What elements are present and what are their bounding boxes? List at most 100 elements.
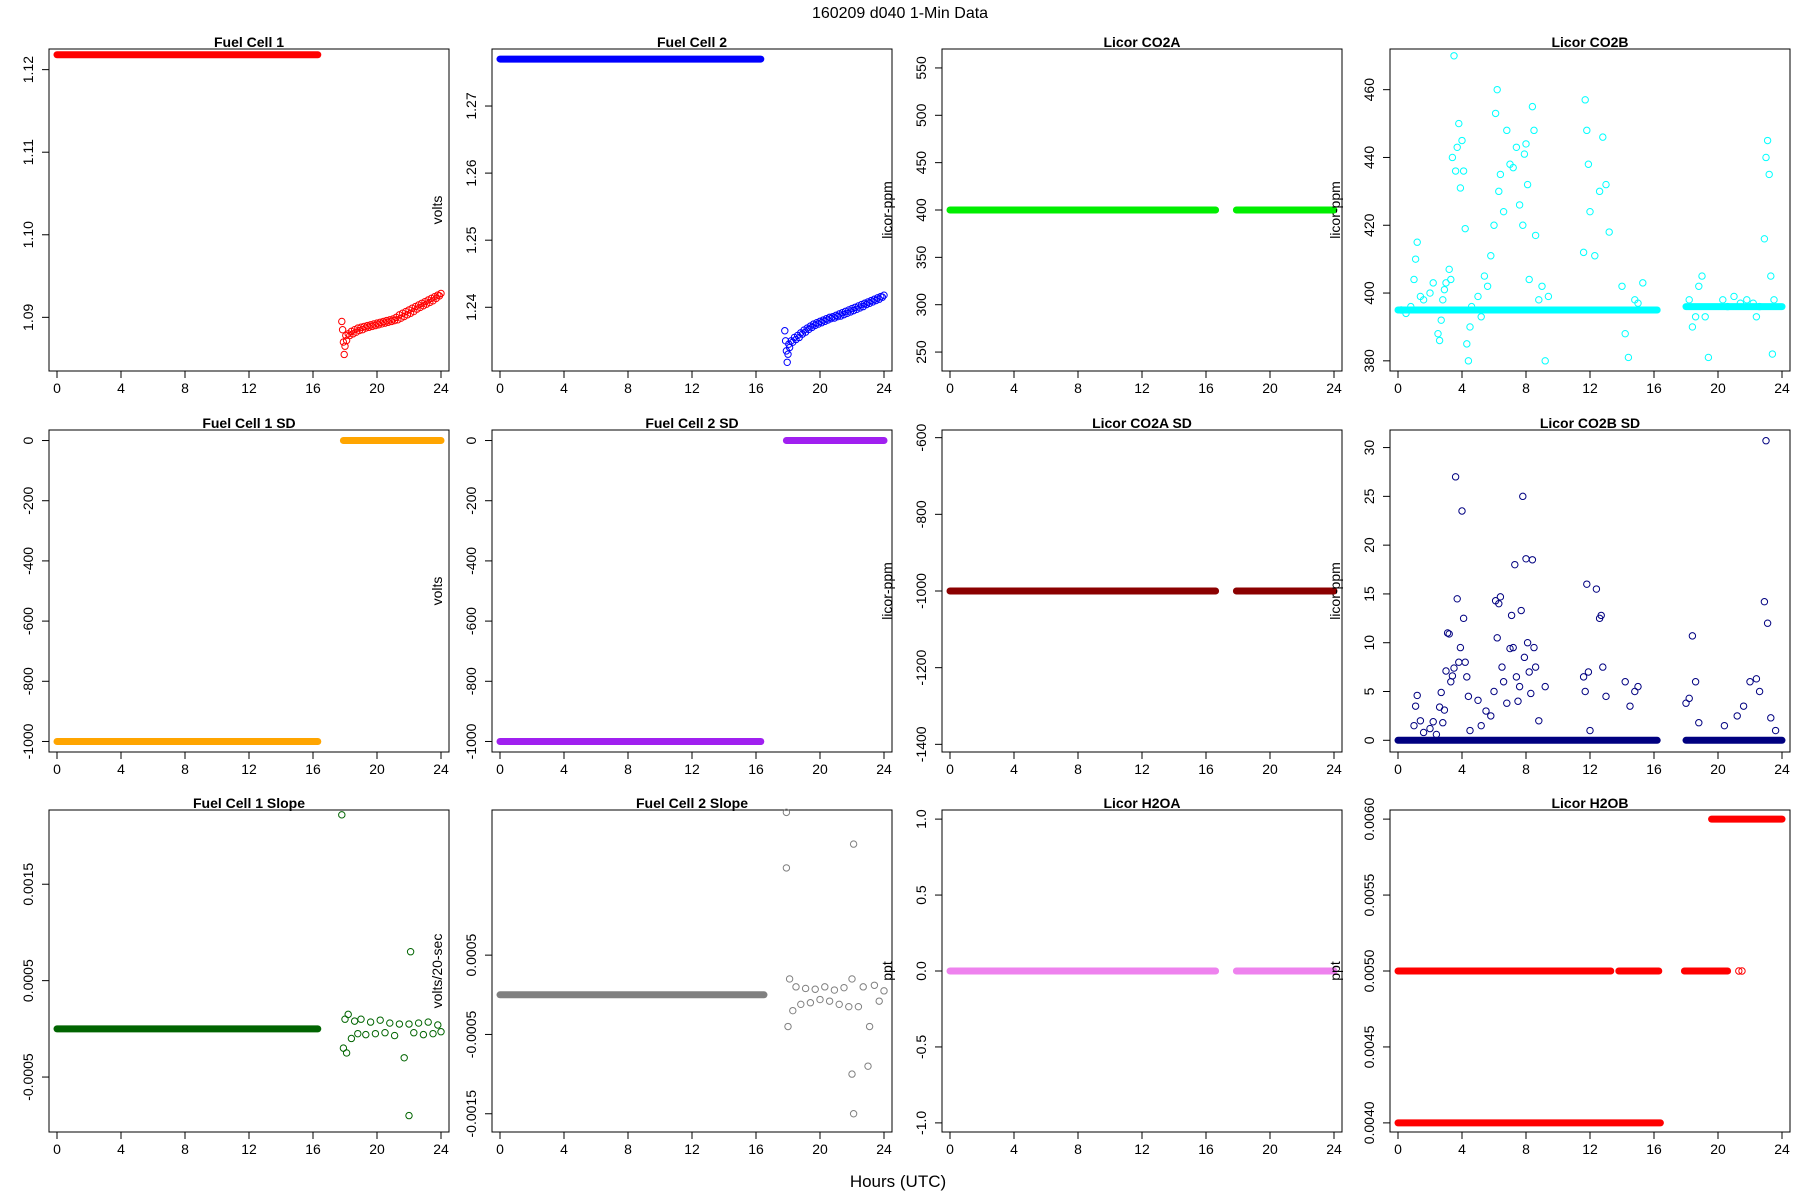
fc2-xtick-label: 8 (624, 380, 632, 396)
co2bsd-point (1495, 599, 1503, 608)
fc1slope-point (347, 1034, 356, 1043)
co2bsd-point (1413, 691, 1421, 700)
fc1slope-point (405, 1020, 413, 1028)
co2b-point (1530, 126, 1538, 135)
fc2-point (846, 308, 855, 316)
fc1slope-point (357, 1015, 365, 1023)
fc2-point (870, 295, 879, 303)
co2b-point (1463, 340, 1471, 348)
co2bsd-xtick-label: 4 (1458, 761, 1466, 777)
co2bsd-title: Licor CO2B SD (1540, 415, 1640, 431)
co2b-point (1477, 313, 1485, 321)
co2bsd-point (1493, 634, 1501, 642)
figure-title: 160209 d040 1-Min Data (812, 5, 988, 22)
h2ob-ytick-label: 0.0060 (1361, 797, 1377, 840)
co2bsd-point (1440, 706, 1449, 714)
co2bsd-point (1506, 644, 1514, 653)
fc2slope-xtick-label: 4 (560, 1141, 568, 1157)
fc2-point (827, 314, 835, 323)
fc2sd-xtick-label: 4 (560, 761, 568, 777)
co2bsd-point (1584, 668, 1593, 676)
fc2-point (783, 358, 791, 366)
fc2-point (784, 350, 792, 358)
panel-co2b: Licor CO2B licor-ppm 0 4 8 12 16 20 24 380 400 420 4… (1327, 34, 1791, 396)
co2bsd-point (1509, 643, 1517, 652)
fc1slope-point (386, 1019, 394, 1027)
co2bsd-point (1626, 702, 1634, 710)
co2bsd-ytick-label: 10 (1361, 635, 1377, 651)
panels: Fuel Cell 1 volts 0 4 8 12 16 20 24 1.09 1.10 1.11 1… (0, 34, 1791, 1157)
co2b-point (1407, 302, 1415, 311)
co2bsd-point (1525, 668, 1533, 676)
fc1-xtick-label: 12 (241, 380, 257, 396)
co2b-point (1480, 272, 1489, 280)
co2a-ytick-label: 300 (913, 293, 929, 317)
co2b-ytick-label: 440 (1361, 146, 1377, 170)
co2b-point (1397, 306, 1405, 314)
co2b-point (1440, 285, 1449, 294)
co2bsd-point (1691, 678, 1700, 686)
co2b-xtick-label: 8 (1522, 380, 1530, 396)
fc2slope-ytick-label: -0.0005 (463, 1010, 479, 1058)
fc1-xtick-label: 20 (369, 380, 385, 396)
co2b-xtick-label: 12 (1582, 380, 1598, 396)
co2bsd-point (1579, 673, 1588, 681)
co2bsd-point (1432, 730, 1441, 739)
h2oa-xtick-label: 12 (1134, 1141, 1150, 1157)
co2bsd-ytick-label: 30 (1361, 440, 1377, 456)
co2bsd-xtick-label: 24 (1774, 761, 1790, 777)
co2bsd-point (1450, 664, 1458, 672)
co2b-xtick-label: 24 (1774, 380, 1790, 396)
fc2slope-point (784, 1022, 792, 1031)
co2b-point (1496, 170, 1505, 179)
fc2slope-point (859, 983, 867, 991)
fc1sd-ytick-label: -200 (20, 487, 36, 515)
fc2slope-point (880, 987, 888, 995)
fc2slope-point (870, 981, 879, 989)
fc1slope-xtick-label: 12 (241, 1141, 257, 1157)
co2bsd-point (1511, 560, 1519, 569)
fc2slope-ytick-label: -0.0015 (463, 1090, 479, 1138)
co2bsd-point (1498, 663, 1506, 671)
h2ob-point (1735, 967, 1743, 975)
co2bsd-point (1688, 632, 1697, 640)
fc2slope-point (785, 975, 794, 983)
co2bsd-point (1442, 667, 1450, 675)
fc2slope-point (801, 984, 810, 993)
fc2-xtick-label: 16 (748, 380, 764, 396)
co2b-ylabel: licor-ppm (1327, 181, 1343, 239)
co2bsd-point (1531, 663, 1540, 671)
co2b-point (1736, 299, 1745, 307)
fc1sd-ytick-label: -1000 (20, 723, 36, 759)
fc2sd-xtick-label: 0 (496, 761, 504, 777)
co2b-point (1719, 296, 1727, 304)
co2b-point (1459, 167, 1468, 175)
co2b-point (1447, 275, 1455, 284)
co2bsd-xtick-label: 16 (1646, 761, 1662, 777)
figure-xlabel: Hours (UTC) (850, 1172, 946, 1191)
fc1sd-xtick-label: 16 (305, 761, 321, 777)
fc2-point (853, 305, 861, 313)
co2a-xtick-label: 12 (1134, 380, 1150, 396)
co2bsd-point (1695, 719, 1703, 727)
fc1slope-point (434, 1021, 442, 1029)
fc1slope-point (390, 1031, 399, 1040)
co2b-point (1458, 136, 1466, 145)
co2b-ytick-label: 380 (1361, 349, 1377, 373)
fc1-xtick-label: 4 (117, 380, 125, 396)
co2a-ytick-label: 500 (913, 103, 929, 127)
co2b-point (1621, 330, 1629, 338)
fc1-ytick-label: 1.12 (20, 56, 36, 83)
co2b-point (1770, 296, 1778, 304)
co2bsd-point (1599, 663, 1607, 671)
co2a-xtick-label: 4 (1010, 380, 1018, 396)
fc2-point (864, 298, 872, 306)
co2a-xtick-label: 20 (1262, 380, 1278, 396)
co2b-point (1528, 102, 1537, 111)
fc1sd-xtick-label: 24 (433, 761, 449, 777)
co2a-xtick-label: 24 (1326, 380, 1342, 396)
co2b-point (1410, 275, 1418, 284)
fc2slope-xtick-label: 16 (748, 1141, 764, 1157)
fc1slope-ytick-label: -0.0005 (20, 1053, 36, 1101)
fc2sd-ytick-label: -600 (463, 607, 479, 635)
